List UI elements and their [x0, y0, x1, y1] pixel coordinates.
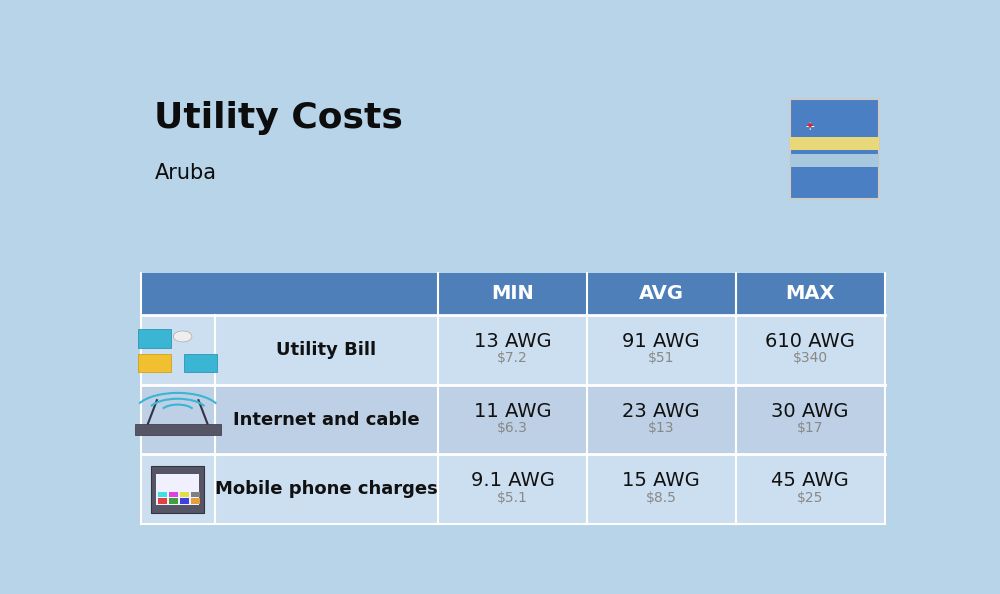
Text: 91 AWG: 91 AWG — [622, 332, 700, 351]
Text: ✦: ✦ — [805, 122, 814, 132]
Text: +: + — [804, 121, 815, 134]
Text: $6.3: $6.3 — [497, 421, 528, 435]
Text: 45 AWG: 45 AWG — [771, 472, 849, 491]
Bar — [180, 492, 189, 497]
Bar — [191, 492, 200, 497]
Bar — [169, 492, 178, 497]
Circle shape — [173, 331, 192, 342]
Text: Utility Bill: Utility Bill — [276, 341, 377, 359]
Bar — [180, 498, 189, 504]
Bar — [790, 99, 879, 200]
Text: $7.2: $7.2 — [497, 352, 528, 365]
Bar — [140, 273, 885, 315]
Bar — [140, 385, 885, 454]
Bar — [790, 154, 879, 167]
Text: Aruba: Aruba — [154, 163, 216, 183]
Bar — [140, 315, 885, 385]
Text: 23 AWG: 23 AWG — [622, 402, 700, 421]
Text: $25: $25 — [797, 491, 823, 505]
Text: 13 AWG: 13 AWG — [474, 332, 551, 351]
Bar — [191, 498, 200, 504]
Text: $8.5: $8.5 — [646, 491, 677, 505]
Bar — [156, 473, 199, 505]
Text: $51: $51 — [648, 352, 675, 365]
Text: MAX: MAX — [785, 285, 835, 304]
Text: AVG: AVG — [639, 285, 684, 304]
Text: 9.1 AWG: 9.1 AWG — [471, 472, 554, 491]
Bar — [169, 498, 178, 504]
Text: $340: $340 — [793, 352, 828, 365]
Bar — [138, 354, 171, 371]
Text: Internet and cable: Internet and cable — [233, 410, 420, 429]
Bar — [184, 354, 217, 371]
Text: $17: $17 — [797, 421, 823, 435]
Text: $13: $13 — [648, 421, 675, 435]
Text: Mobile phone charges: Mobile phone charges — [215, 481, 438, 498]
Text: 30 AWG: 30 AWG — [771, 402, 849, 421]
Bar — [158, 498, 167, 504]
Text: 11 AWG: 11 AWG — [474, 402, 551, 421]
Text: MIN: MIN — [491, 285, 534, 304]
Bar — [158, 492, 167, 497]
Bar — [135, 424, 221, 435]
Text: 610 AWG: 610 AWG — [765, 332, 855, 351]
Bar — [138, 328, 171, 348]
Bar — [790, 137, 879, 150]
Text: 15 AWG: 15 AWG — [622, 472, 700, 491]
Bar — [140, 454, 885, 524]
Bar — [151, 466, 204, 513]
Text: $5.1: $5.1 — [497, 491, 528, 505]
Text: Utility Costs: Utility Costs — [154, 101, 403, 135]
